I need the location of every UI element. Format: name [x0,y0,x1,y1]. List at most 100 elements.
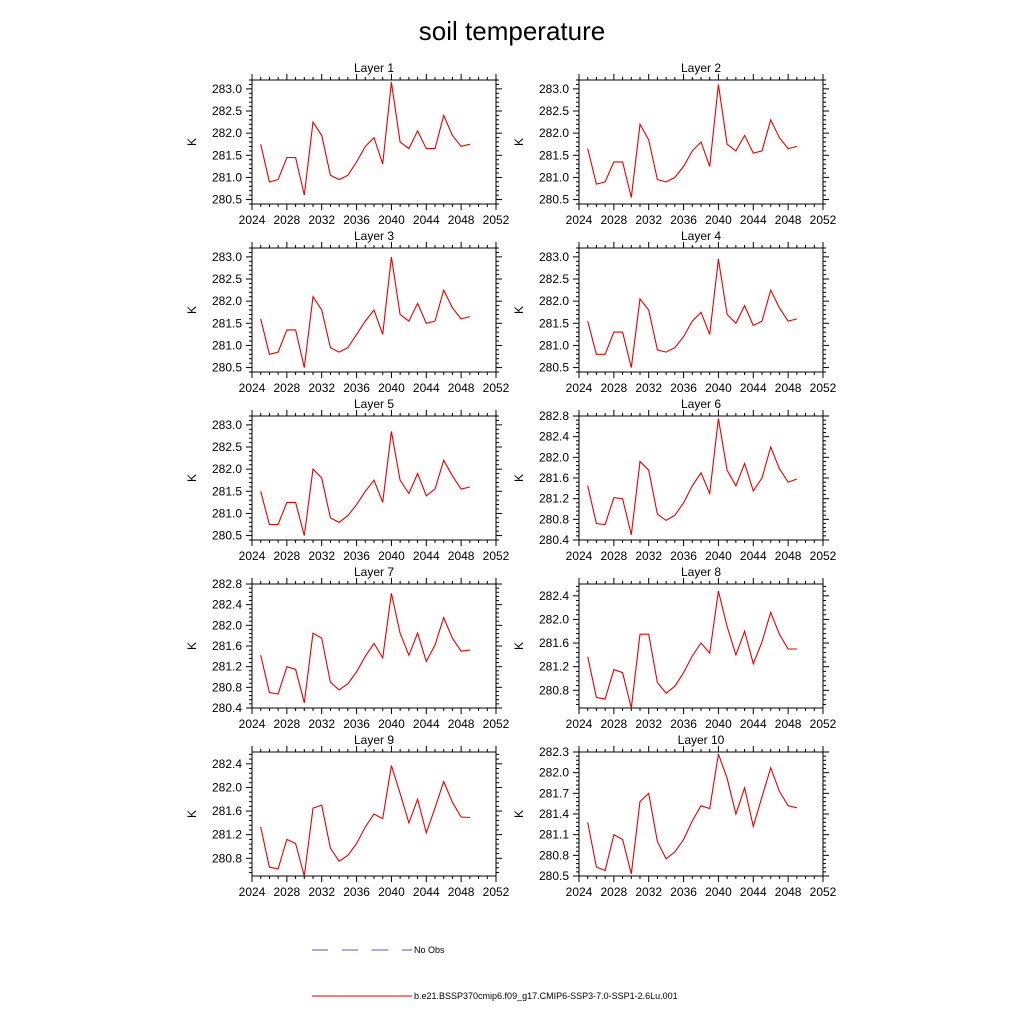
x-tick-label: 2024 [239,717,266,731]
plot-frame [251,583,497,709]
y-tick-label: 283.0 [539,82,569,96]
x-tick-label: 2036 [343,381,370,395]
y-tick-label: 280.8 [539,848,569,862]
x-tick-label: 2040 [378,717,405,731]
x-tick-label: 2032 [308,381,335,395]
x-tick-label: 2032 [635,885,662,899]
series-line [260,82,471,196]
x-tick-label: 2040 [378,549,405,563]
x-tick-label: 2024 [566,549,593,563]
x-tick-label: 2052 [810,549,837,563]
y-axis-label: K [512,138,526,146]
y-tick-label: 281.5 [212,316,242,330]
y-tick-label: 282.0 [212,294,242,308]
panel-layer-5: Layer 5 2024 2028 2032 2036 2040 2044 2048 2052 2… [185,397,510,563]
series-line [587,590,797,709]
y-tick-label: 281.2 [212,828,242,842]
y-tick-label: 280.5 [539,361,569,375]
panel-layer-4: Layer 4 2024 2028 2032 2036 2040 2044 2048 2052 2… [512,229,837,395]
x-tick-label: 2052 [483,717,510,731]
x-tick-label: 2048 [448,885,475,899]
x-tick-label: 2036 [670,885,697,899]
y-tick-label: 281.7 [539,786,569,800]
x-tick-label: 2044 [740,885,767,899]
panel-title: Layer 3 [354,229,394,243]
panel-title: Layer 10 [678,733,725,747]
panel-layer-10: Layer 10 2024 2028 2032 2036 2040 2044 2048 2052… [512,733,837,899]
y-tick-label: 280.8 [212,851,242,865]
y-tick-label: 281.0 [212,170,242,184]
panel-title: Layer 7 [354,565,394,579]
panel-title: Layer 8 [681,565,721,579]
x-tick-label: 2028 [601,213,628,227]
y-tick-label: 282.0 [539,450,569,464]
plot-frame [251,79,497,205]
panel-layer-6: Layer 6 2024 2028 2032 2036 2040 2044 2048 2052 2… [512,397,837,563]
legend-obs-label: No Obs [414,945,445,955]
x-tick-label: 2036 [343,213,370,227]
x-tick-label: 2024 [566,213,593,227]
y-tick-label: 281.6 [212,639,242,653]
legend-model-label: b.e21.BSSP370cmip6.f09_g17.CMIP6-SSP3-7.… [414,991,678,1001]
panel-layer-3: Layer 3 2024 2028 2032 2036 2040 2044 2048 2052 2… [185,229,510,395]
y-tick-label: 280.4 [539,533,569,547]
y-axis-label: K [512,642,526,650]
y-tick-label: 281.5 [212,484,242,498]
y-tick-label: 281.0 [539,170,569,184]
series-line [587,84,798,198]
x-tick-label: 2044 [413,717,440,731]
y-tick-label: 282.5 [212,272,242,286]
x-tick-label: 2048 [448,381,475,395]
series-line [260,765,470,877]
x-tick-label: 2036 [670,717,697,731]
x-tick-label: 2028 [601,381,628,395]
y-tick-label: 282.8 [212,577,242,591]
x-tick-label: 2052 [810,885,837,899]
x-tick-label: 2040 [705,213,732,227]
y-tick-label: 281.2 [539,492,569,506]
plot-frame [578,247,824,373]
panel-layer-9: Layer 9 2024 2028 2032 2036 2040 2044 2048 2052 2… [185,733,510,899]
x-tick-label: 2052 [483,381,510,395]
series-line [260,431,471,536]
x-tick-label: 2040 [705,717,732,731]
x-tick-label: 2024 [239,885,266,899]
x-tick-label: 2036 [343,717,370,731]
x-tick-label: 2024 [566,717,593,731]
x-tick-label: 2052 [483,213,510,227]
y-tick-label: 282.5 [212,104,242,118]
x-tick-label: 2040 [705,885,732,899]
panel-title: Layer 1 [354,61,394,75]
plot-frame [578,415,824,541]
x-tick-label: 2048 [775,549,802,563]
y-tick-label: 281.0 [212,506,242,520]
y-tick-label: 281.6 [539,636,569,650]
y-tick-label: 282.0 [212,126,242,140]
y-tick-label: 281.0 [539,338,569,352]
y-tick-label: 280.5 [212,193,242,207]
y-tick-label: 280.5 [539,869,569,883]
x-tick-label: 2040 [378,213,405,227]
y-tick-label: 281.5 [539,316,569,330]
y-tick-label: 281.5 [212,148,242,162]
x-tick-label: 2044 [740,717,767,731]
y-tick-label: 281.5 [539,148,569,162]
x-tick-label: 2044 [740,381,767,395]
y-tick-label: 283.0 [212,250,242,264]
x-tick-label: 2032 [308,885,335,899]
x-tick-label: 2036 [670,381,697,395]
panel-title: Layer 5 [354,397,394,411]
x-tick-label: 2040 [378,885,405,899]
panel-title: Layer 2 [681,61,721,75]
x-tick-label: 2028 [274,381,301,395]
x-tick-label: 2048 [775,213,802,227]
y-tick-label: 281.6 [539,471,569,485]
y-tick-label: 281.2 [212,660,242,674]
x-tick-label: 2048 [448,717,475,731]
y-tick-label: 282.4 [539,589,569,603]
x-tick-label: 2024 [239,549,266,563]
x-tick-label: 2028 [274,717,301,731]
panel-title: Layer 9 [354,733,394,747]
y-tick-label: 282.8 [539,409,569,423]
x-tick-label: 2044 [740,549,767,563]
